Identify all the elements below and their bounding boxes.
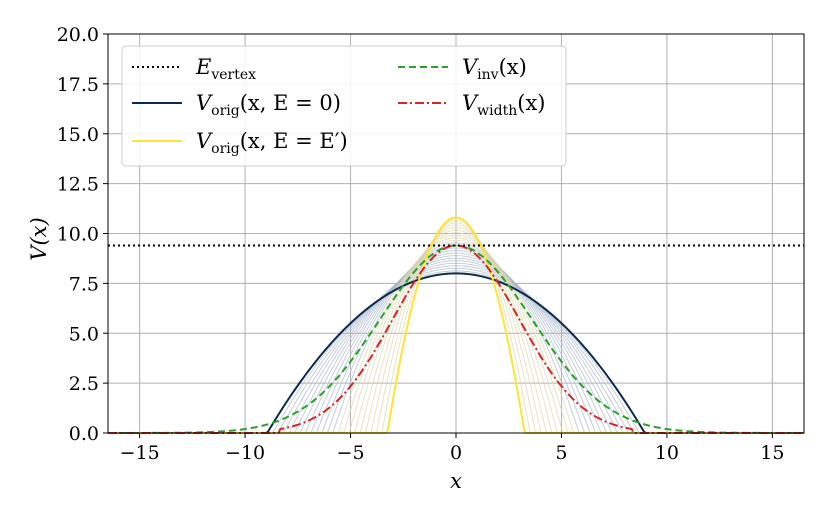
family-curve bbox=[332, 242, 580, 434]
x-tick-label: 15 bbox=[760, 442, 784, 464]
family-curve bbox=[370, 224, 542, 434]
x-tick-label: 5 bbox=[555, 442, 567, 464]
y-tick-label: 20.0 bbox=[57, 24, 99, 46]
y-tick-label: 10.0 bbox=[57, 224, 99, 246]
family-curve bbox=[354, 232, 558, 434]
curve-family bbox=[272, 219, 640, 434]
y-tick-label: 2.5 bbox=[69, 373, 99, 395]
legend-label-width: Vwidth(x) bbox=[462, 91, 545, 119]
legend-box bbox=[121, 45, 567, 167]
family-curve bbox=[272, 270, 640, 434]
family-curve bbox=[288, 262, 624, 434]
family-curve bbox=[310, 252, 602, 434]
family-curve bbox=[294, 260, 618, 434]
y-tick-label: 12.5 bbox=[57, 174, 99, 196]
y-tick-label: 5.0 bbox=[69, 323, 99, 345]
series-inv bbox=[108, 244, 804, 434]
family-curve bbox=[283, 265, 629, 434]
family-curve bbox=[343, 237, 569, 434]
x-tick-label: −5 bbox=[337, 442, 365, 464]
family-curve bbox=[365, 227, 547, 434]
y-tick-label: 0.0 bbox=[69, 423, 99, 445]
y-tick-label: 15.0 bbox=[57, 124, 99, 146]
family-curve bbox=[326, 245, 586, 434]
legend-label-orig-eprime: Vorig(x, E = E′) bbox=[196, 129, 348, 157]
x-tick-label: 0 bbox=[450, 442, 462, 464]
family-curve bbox=[305, 255, 607, 434]
x-tick-label: −10 bbox=[225, 442, 265, 464]
y-tick-label: 17.5 bbox=[57, 74, 99, 96]
x-tick-label: 10 bbox=[655, 442, 679, 464]
family-curve bbox=[381, 219, 531, 434]
y-tick-label: 7.5 bbox=[69, 273, 99, 295]
x-axis-label: x bbox=[450, 469, 462, 493]
legend-label-orig-e0: Vorig(x, E = 0) bbox=[196, 91, 341, 119]
family-curve bbox=[315, 250, 597, 434]
y-axis-label: V(x) bbox=[27, 217, 51, 260]
family-curve bbox=[277, 267, 635, 434]
family-curve bbox=[299, 257, 613, 434]
x-tick-label: −15 bbox=[120, 442, 160, 464]
legend-label-e-vertex: Evertex bbox=[195, 55, 256, 83]
family-curve bbox=[348, 234, 564, 434]
family-curve bbox=[321, 247, 591, 434]
legend-label-inv: Vinv(x) bbox=[462, 55, 527, 83]
legend: Evertex Vorig(x, E = 0) Vorig(x, E = E′)… bbox=[121, 45, 567, 167]
family-curve bbox=[337, 239, 575, 434]
family-curve bbox=[376, 222, 536, 434]
ticks: −15 −10 −5 0 5 10 15 0.0 2.5 5.0 7.5 10.0 12.5 15.0 17… bbox=[57, 24, 785, 464]
